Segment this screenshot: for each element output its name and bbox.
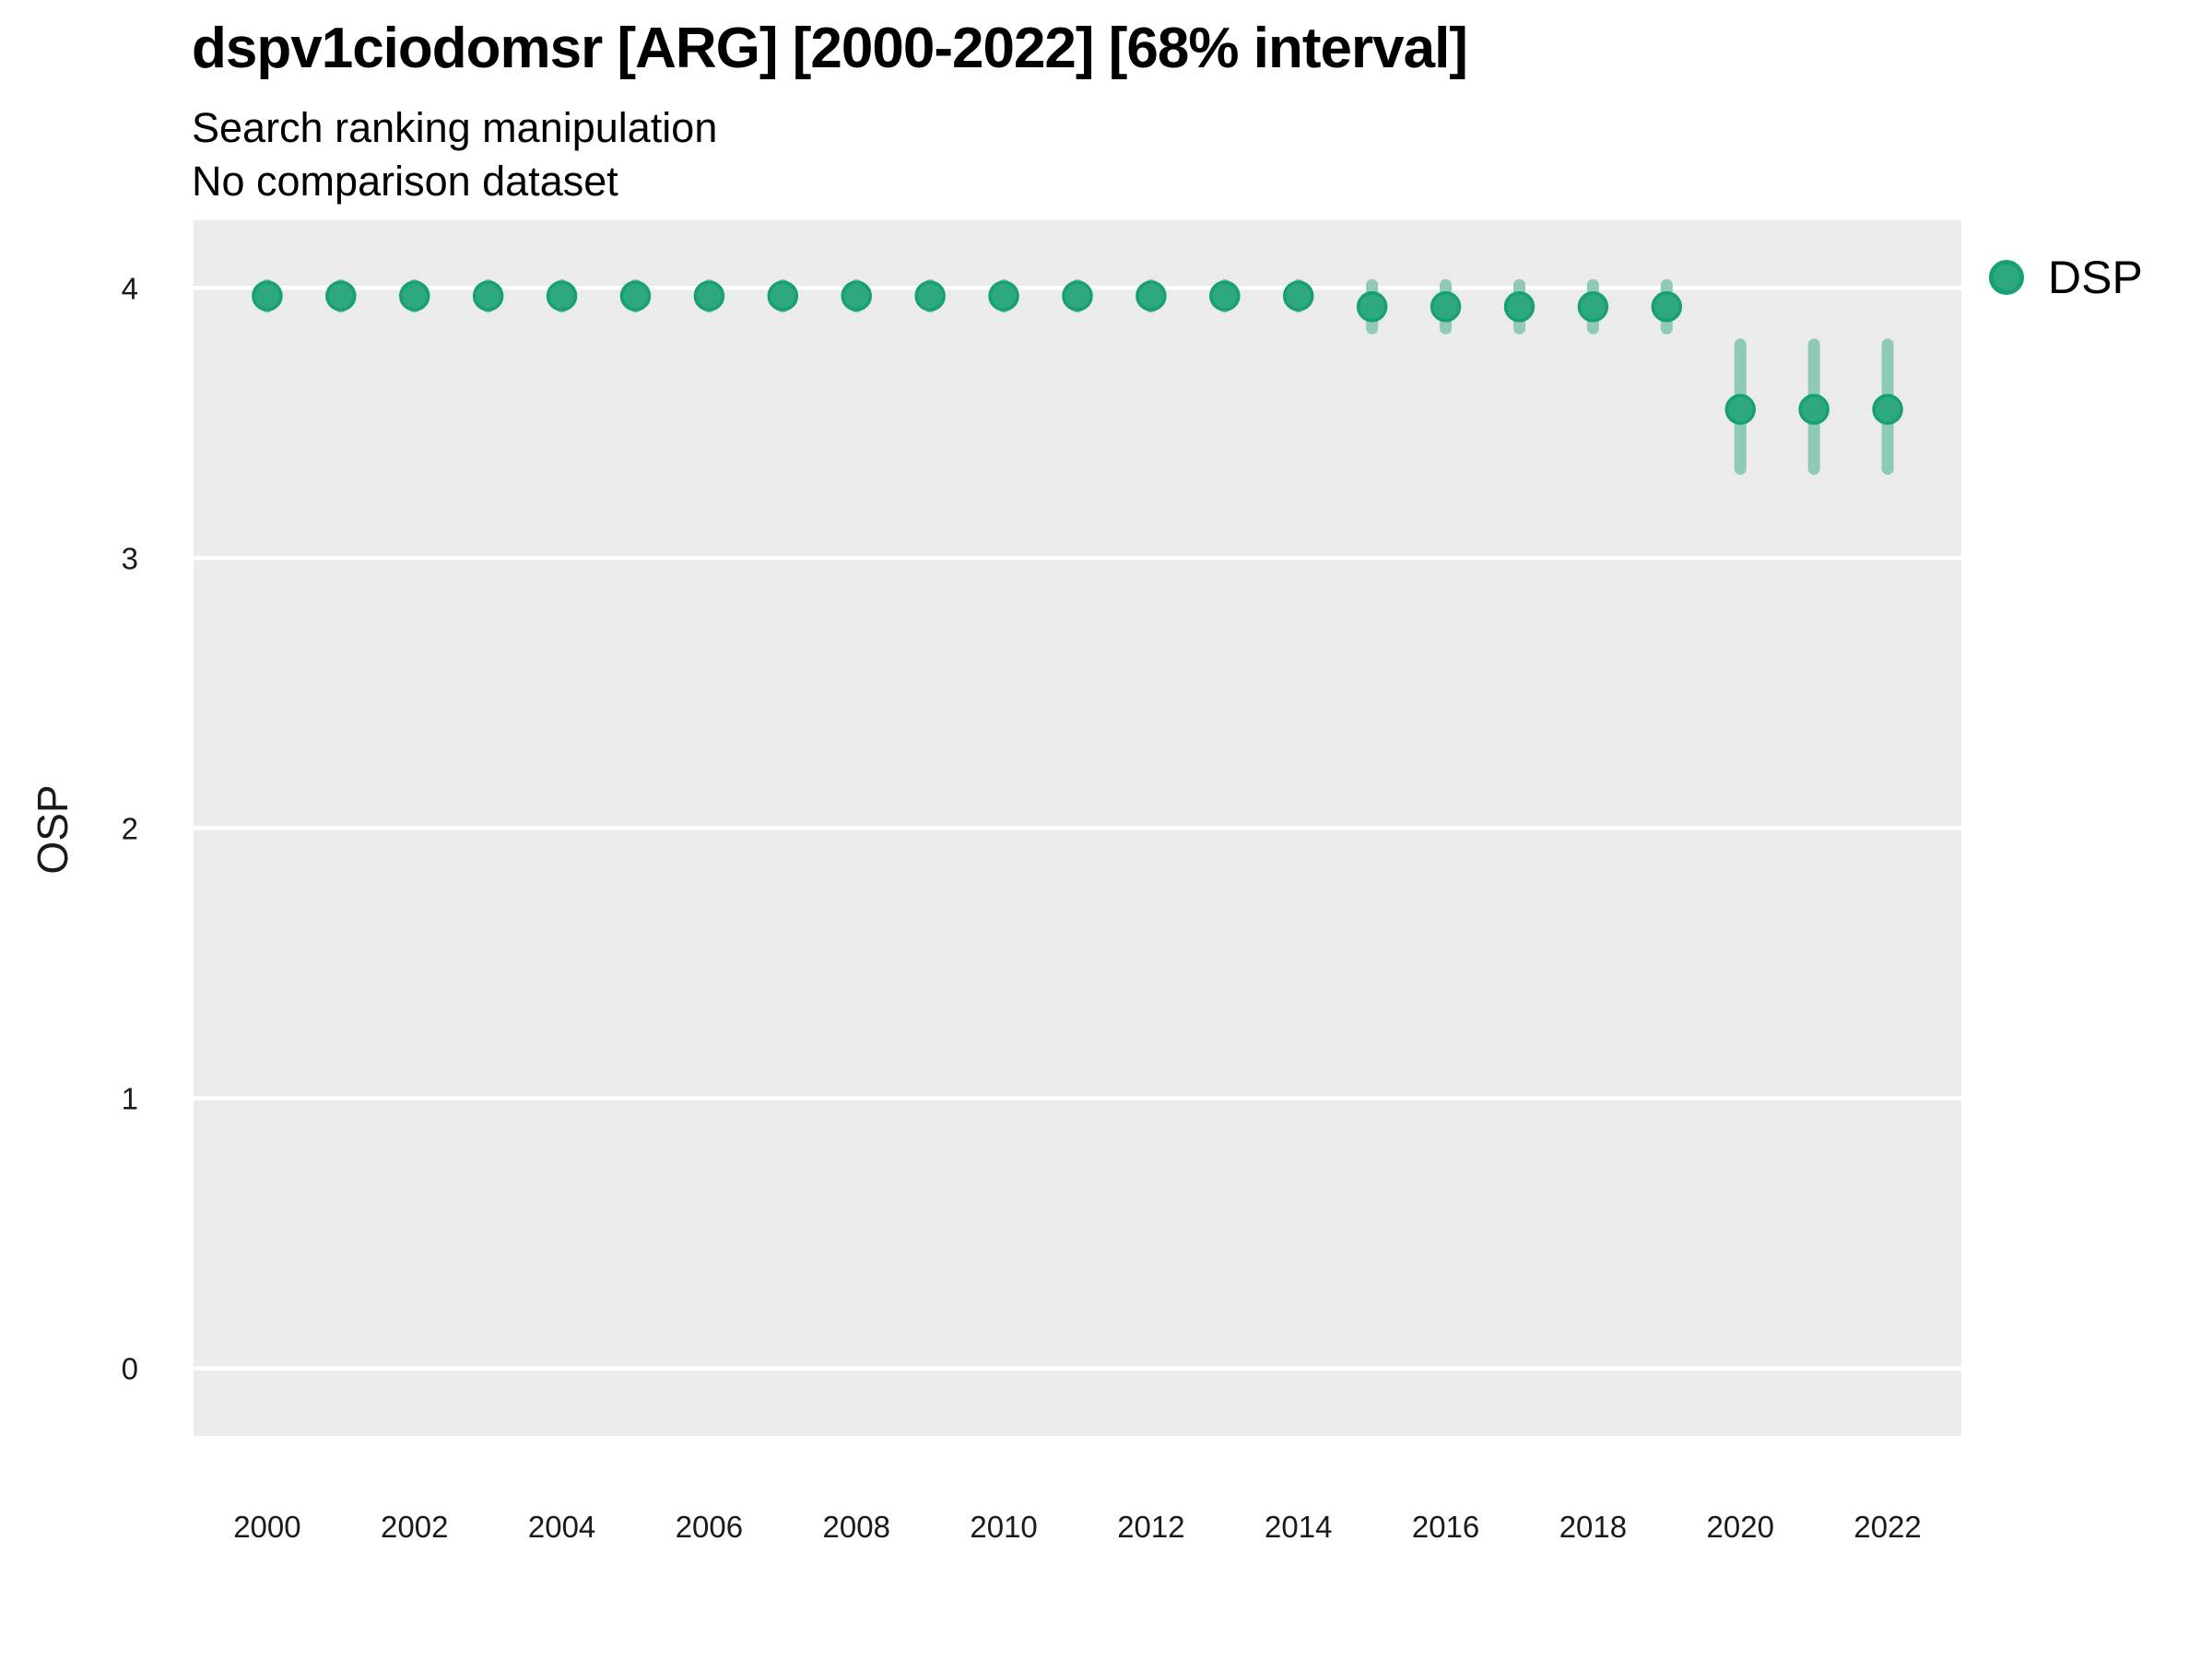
x-tick-label-2006: 2006: [676, 1510, 743, 1544]
x-tick-label-2002: 2002: [381, 1510, 448, 1544]
data-point-DSP-2012: [1135, 280, 1167, 312]
data-point-DSP-2022: [1872, 394, 1903, 425]
data-point-DSP-2008: [841, 280, 872, 312]
legend: DSP: [1989, 252, 2143, 303]
data-point-DSP-2011: [1062, 280, 1093, 312]
x-tick-label-2018: 2018: [1559, 1510, 1627, 1544]
y-tick-label-0: 0: [122, 1352, 138, 1386]
chart-subtitle: Search ranking manipulation: [192, 104, 718, 151]
data-point-DSP-2001: [325, 280, 357, 312]
x-tick-label-2008: 2008: [823, 1510, 890, 1544]
data-point-DSP-2013: [1209, 280, 1241, 312]
data-point-DSP-2021: [1798, 394, 1830, 425]
x-tick-label-2016: 2016: [1412, 1510, 1479, 1544]
x-tick-label-2004: 2004: [528, 1510, 595, 1544]
chart-header: dspv1ciodomsr [ARG] [2000-2022] [68% int…: [192, 17, 1468, 205]
chart-note: No comparison dataset: [192, 158, 618, 205]
data-point-DSP-2018: [1577, 291, 1609, 323]
chart-title: dspv1ciodomsr [ARG] [2000-2022] [68% int…: [192, 17, 1468, 80]
data-point-DSP-2017: [1503, 291, 1535, 323]
y-tick-label-4: 4: [122, 271, 138, 305]
data-point-DSP-2020: [1724, 394, 1756, 425]
data-point-DSP-2010: [988, 280, 1019, 312]
data-point-DSP-2016: [1430, 291, 1462, 323]
x-tick-label-2010: 2010: [970, 1510, 1037, 1544]
data-point-DSP-2004: [546, 280, 578, 312]
data-point-DSP-2014: [1283, 280, 1314, 312]
x-tick-label-2022: 2022: [1853, 1510, 1921, 1544]
data-point-DSP-2005: [619, 280, 652, 312]
data-point-DSP-2000: [252, 280, 283, 312]
x-tick-label-2000: 2000: [233, 1510, 300, 1544]
data-point-DSP-2019: [1651, 291, 1683, 323]
y-axis-title: OSP: [29, 784, 76, 875]
y-tick-label-2: 2: [122, 812, 138, 846]
data-point-DSP-2003: [472, 280, 504, 312]
data-point-DSP-2006: [693, 280, 725, 312]
x-tick-label-2014: 2014: [1265, 1510, 1332, 1544]
y-tick-label-1: 1: [122, 1082, 138, 1116]
legend-dot-icon: [1989, 260, 2024, 295]
x-tick-label-2012: 2012: [1117, 1510, 1184, 1544]
data-point-DSP-2002: [399, 280, 430, 312]
data-point-DSP-2007: [767, 280, 799, 312]
data-point-DSP-2015: [1356, 291, 1388, 323]
data-point-DSP-2009: [914, 280, 946, 312]
y-tick-label-3: 3: [122, 541, 138, 575]
legend-label: DSP: [2048, 252, 2143, 303]
x-tick-label-2020: 2020: [1707, 1510, 1774, 1544]
